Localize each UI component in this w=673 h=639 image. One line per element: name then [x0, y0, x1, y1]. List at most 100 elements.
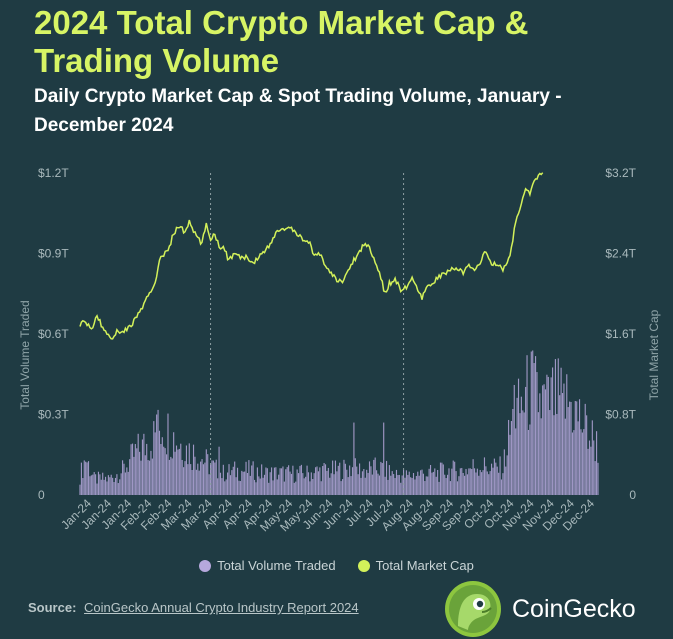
- volume-bar: [415, 476, 417, 495]
- volume-bar: [112, 477, 114, 495]
- volume-bar: [550, 377, 552, 495]
- volume-bar: [177, 449, 179, 495]
- volume-bar: [317, 471, 319, 495]
- volume-bar: [136, 448, 138, 495]
- volume-bar: [87, 461, 90, 495]
- brand[interactable]: CoinGecko: [444, 580, 636, 638]
- volume-bar: [110, 474, 112, 495]
- legend-item-market-cap[interactable]: Total Market Cap: [357, 558, 474, 573]
- volume-bar: [366, 469, 368, 495]
- volume-bar: [263, 474, 266, 495]
- volume-bar: [225, 479, 227, 495]
- legend-item-volume[interactable]: Total Volume Traded: [199, 558, 336, 573]
- left-tick-label: 0: [38, 488, 45, 502]
- volume-bar: [124, 472, 126, 495]
- chart-subtitle: Daily Crypto Market Cap & Spot Trading V…: [34, 86, 562, 136]
- volume-bar: [576, 401, 578, 495]
- volume-bar: [163, 446, 165, 495]
- volume-bar: [577, 421, 579, 495]
- right-tick-label: 0: [629, 488, 636, 502]
- volume-bar: [498, 472, 500, 495]
- volume-bar: [309, 481, 311, 495]
- source-link[interactable]: CoinGecko Annual Crypto Industry Report …: [84, 600, 359, 615]
- volume-bar: [122, 460, 124, 495]
- volume-bar: [370, 466, 372, 495]
- volume-bar: [211, 460, 213, 495]
- volume-bar: [350, 476, 352, 495]
- volume-bar: [117, 483, 119, 495]
- volume-bar: [215, 459, 217, 495]
- volume-bar: [123, 463, 125, 495]
- volume-bar: [556, 413, 558, 495]
- market-cap-swatch-icon: [357, 559, 370, 572]
- volume-bar: [425, 476, 427, 495]
- volume-bar: [418, 475, 420, 495]
- volume-bar: [533, 363, 535, 495]
- right-axis-title: Total Market Cap: [647, 309, 661, 400]
- volume-bar: [581, 432, 583, 495]
- volume-bar: [256, 467, 258, 495]
- volume-bar: [368, 461, 371, 495]
- volume-bar: [508, 419, 510, 495]
- volume-bar: [559, 395, 561, 495]
- volume-bar: [272, 480, 274, 495]
- volume-bar: [444, 474, 446, 495]
- volume-bar: [563, 383, 565, 495]
- volume-bar: [525, 386, 527, 495]
- volume-bar: [427, 476, 429, 495]
- volume-bar: [378, 475, 381, 495]
- volume-bar: [156, 414, 158, 495]
- volume-bar: [104, 476, 107, 495]
- volume-bar: [578, 399, 581, 495]
- volume-bar: [361, 471, 363, 495]
- volume-bar: [158, 430, 161, 495]
- volume-bar: [476, 468, 478, 495]
- volume-bar: [214, 462, 216, 495]
- volume-bar: [322, 466, 324, 495]
- volume-bar: [473, 468, 476, 495]
- volume-bar: [571, 432, 574, 495]
- volume-bar: [420, 470, 422, 495]
- volume-bar: [258, 476, 260, 495]
- volume-bar: [333, 474, 335, 495]
- volume-bar: [113, 482, 115, 495]
- volume-bar: [195, 469, 197, 495]
- volume-bar: [139, 451, 141, 495]
- volume-bar: [229, 475, 231, 495]
- volume-bar: [394, 478, 396, 495]
- reference-lines: [210, 173, 405, 495]
- volume-bar: [119, 479, 121, 495]
- volume-bar: [120, 473, 122, 495]
- volume-bar: [130, 444, 132, 495]
- volume-bar: [200, 461, 202, 495]
- volume-bar: [326, 470, 328, 495]
- volume-bar: [268, 482, 270, 495]
- volume-bar: [341, 479, 344, 495]
- volume-bar: [95, 474, 97, 495]
- volume-bar: [520, 396, 522, 495]
- volume-bar: [449, 481, 451, 495]
- volume-bar: [407, 474, 409, 495]
- volume-bar: [583, 429, 585, 495]
- volume-bar: [387, 479, 389, 495]
- volume-bar: [432, 471, 434, 495]
- volume-bar: [147, 460, 149, 495]
- volume-bar: [486, 471, 488, 495]
- volume-bar: [97, 471, 100, 495]
- volume-bar: [373, 459, 375, 495]
- volume-bar: [395, 469, 398, 495]
- volume-bar: [594, 461, 596, 495]
- volume-bar: [131, 443, 134, 495]
- volume-bar: [332, 460, 334, 495]
- volume-bar: [377, 473, 379, 495]
- volume-bar: [495, 462, 497, 495]
- volume-bar: [129, 459, 131, 495]
- volume-bar: [171, 458, 173, 495]
- volume-bar: [286, 467, 288, 495]
- volume-bar: [102, 472, 104, 495]
- volume-bar: [339, 462, 341, 495]
- volume-bar: [259, 478, 261, 495]
- volume-bar: [429, 464, 432, 495]
- volume-bar: [422, 473, 424, 495]
- volume-bar: [219, 472, 222, 495]
